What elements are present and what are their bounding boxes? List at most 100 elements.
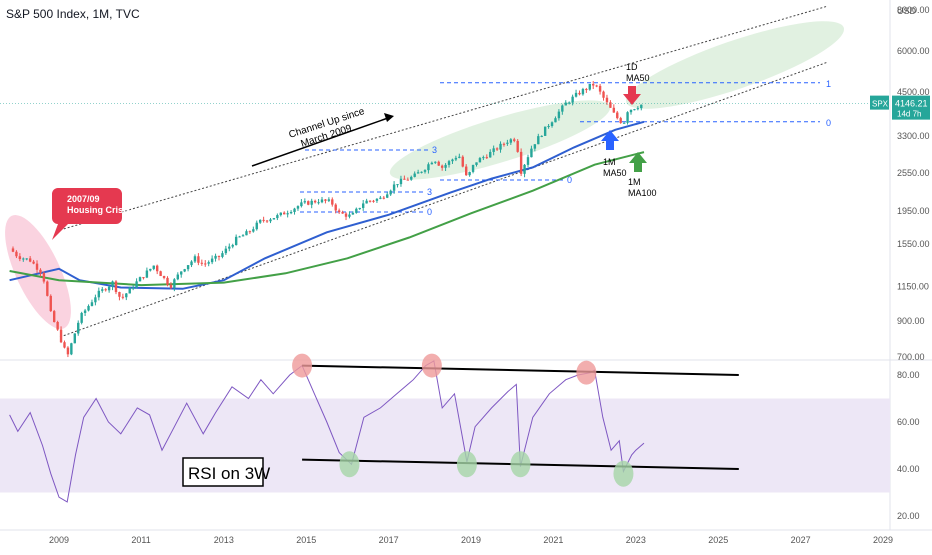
candle-body <box>210 258 214 263</box>
candle-body <box>186 265 190 270</box>
price-axis-unit: USD <box>897 6 917 16</box>
rsi-top-marker <box>292 353 313 378</box>
candle-body <box>142 277 145 279</box>
candle-body <box>609 102 612 108</box>
candle-body <box>101 289 104 291</box>
price-axis-tick: 700.00 <box>897 352 925 362</box>
candle-body <box>382 197 385 199</box>
rsi-upper-trendline <box>302 364 739 376</box>
candle-body <box>616 112 619 119</box>
candle-body <box>581 89 585 95</box>
candle-body <box>121 296 125 298</box>
candle-body <box>258 219 262 223</box>
candle-body <box>392 184 396 191</box>
candle-body <box>252 229 255 232</box>
candle-body <box>451 159 454 162</box>
candle-body <box>557 111 561 119</box>
time-axis-tick: 2017 <box>379 535 399 545</box>
candle-body <box>403 178 406 180</box>
candle-body <box>506 142 509 144</box>
candle-body <box>39 269 42 274</box>
time-axis-tick: 2021 <box>543 535 563 545</box>
candle-body <box>296 206 300 209</box>
candle-body <box>348 214 351 217</box>
candle-body <box>471 164 475 172</box>
candle-body <box>430 162 434 165</box>
time-axis-tick: 2023 <box>626 535 646 545</box>
candle-body <box>540 135 543 137</box>
crisis-callout-text: Housing Crisis <box>67 205 131 215</box>
ma50-1d-arrow <box>623 86 641 105</box>
fractal-ellipse-2 <box>625 21 845 109</box>
candle-body <box>272 218 276 220</box>
candle-body <box>145 270 149 278</box>
candle-body <box>224 248 228 254</box>
crisis-callout <box>52 188 122 240</box>
rsi-axis-tick: 80.00 <box>897 370 920 380</box>
candle-body <box>547 125 550 127</box>
price-badge <box>892 95 930 120</box>
candle-body <box>482 157 485 159</box>
channel-lower-line <box>59 61 829 338</box>
candle-body <box>499 143 502 150</box>
price-axis-tick: 900.00 <box>897 316 925 326</box>
candle-body <box>152 265 155 269</box>
candle-body <box>458 156 461 158</box>
candle-body <box>228 246 231 249</box>
candle-body <box>602 91 605 98</box>
time-axis-tick: 2019 <box>461 535 481 545</box>
candle-body <box>427 164 430 171</box>
candle-body <box>406 179 410 181</box>
price-axis-panel <box>890 0 932 550</box>
candle-body <box>636 108 640 110</box>
candle-body <box>592 83 595 86</box>
candle-body <box>537 136 540 145</box>
candle-body <box>351 212 355 215</box>
rsi-bottom-marker <box>456 451 477 478</box>
candle-body <box>70 343 73 355</box>
candle-body <box>190 261 193 266</box>
candle-body <box>214 255 217 259</box>
candle-body <box>176 274 179 280</box>
candle-body <box>286 213 289 215</box>
candle-body <box>526 157 530 165</box>
candle-body <box>217 255 221 257</box>
candle-body <box>605 97 609 103</box>
time-axis-tick: 2027 <box>791 535 811 545</box>
ma100-1m-label: 1M <box>628 177 641 187</box>
candle-body <box>22 258 25 260</box>
candle-body <box>80 312 83 323</box>
symbol-badge-label: SPX <box>872 100 889 109</box>
price-axis-tick: 3300.00 <box>897 131 930 141</box>
candle-body <box>159 271 162 277</box>
candle-body <box>238 236 241 238</box>
price-badge-countdown: 14d 7h <box>897 110 921 119</box>
candle-body <box>49 295 52 312</box>
candle-body <box>317 202 320 204</box>
candle-body <box>416 172 420 174</box>
rsi-axis-tick: 60.00 <box>897 417 920 427</box>
candle-body <box>461 156 464 167</box>
candle-body <box>574 92 578 97</box>
candle-body <box>554 118 557 123</box>
candle-body <box>567 102 571 104</box>
fib-mid-label: 0 <box>567 175 572 185</box>
candle-body <box>361 203 365 208</box>
rsi-axis-tick: 20.00 <box>897 511 920 521</box>
price-axis-tick: 1950.00 <box>897 206 930 216</box>
fib-level-label: 0 <box>826 118 831 128</box>
candle-body <box>365 200 368 204</box>
fib-mid-label: 3 <box>432 145 437 155</box>
price-axis-tick: 1550.00 <box>897 239 930 249</box>
chart-title: S&P 500 Index, 1M, TVC <box>6 7 140 21</box>
candle-body <box>15 251 18 257</box>
price-axis-tick: 4500.00 <box>897 87 930 97</box>
time-axis-tick: 2025 <box>708 535 728 545</box>
ma50-1d-label: MA50 <box>626 73 650 83</box>
candle-body <box>111 281 114 287</box>
candle-body <box>66 347 70 355</box>
candle-body <box>128 287 131 294</box>
rsi-bottom-marker <box>613 460 634 487</box>
candle-body <box>107 286 111 291</box>
candle-body <box>612 107 616 113</box>
